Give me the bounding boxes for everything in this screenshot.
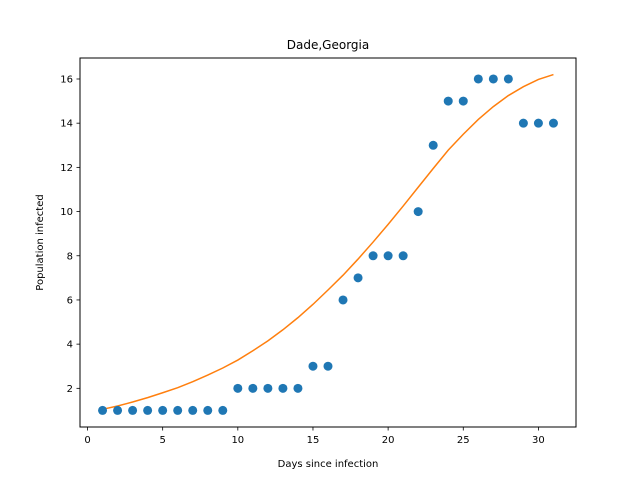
- data-point: [278, 383, 288, 393]
- data-point: [398, 251, 408, 261]
- data-point: [188, 405, 198, 415]
- y-tick-label: 14: [60, 119, 73, 130]
- x-tick-label: 10: [231, 435, 244, 446]
- y-tick-label: 4: [67, 340, 73, 351]
- chart-title: Dade,Georgia: [287, 38, 369, 52]
- data-point: [488, 74, 498, 84]
- axes-frame: [79, 57, 577, 428]
- data-point: [518, 118, 528, 128]
- data-point: [443, 96, 453, 106]
- data-point: [413, 207, 423, 217]
- data-point: [533, 118, 543, 128]
- plot-area: [98, 73, 558, 415]
- data-point: [383, 251, 393, 261]
- x-tick-label: 30: [532, 435, 545, 446]
- x-axis-label: Days since infection: [278, 459, 379, 470]
- data-point: [248, 383, 258, 393]
- data-point: [503, 74, 513, 84]
- y-axis-label: Population infected: [35, 194, 46, 290]
- data-point: [338, 295, 348, 305]
- data-point: [293, 383, 303, 393]
- y-tick-label: 2: [67, 384, 73, 395]
- x-tick-label: 15: [307, 435, 320, 446]
- y-tick-label: 12: [60, 163, 73, 174]
- y-tick-label: 6: [67, 295, 73, 306]
- data-point: [113, 405, 123, 415]
- y-axis: 2 4 6 8 10 12 14 16: [60, 74, 80, 395]
- data-point: [233, 383, 243, 393]
- data-point: [368, 251, 378, 261]
- fit-line: [102, 73, 554, 411]
- data-point: [473, 74, 483, 84]
- data-point: [173, 405, 183, 415]
- data-point: [353, 273, 363, 283]
- data-point: [458, 96, 468, 106]
- data-point: [548, 118, 558, 128]
- data-point: [263, 383, 273, 393]
- data-point: [98, 405, 108, 415]
- data-point: [143, 405, 153, 415]
- x-tick-label: 0: [84, 435, 90, 446]
- data-point: [128, 405, 138, 415]
- x-tick-label: 25: [457, 435, 470, 446]
- data-point: [158, 405, 168, 415]
- y-tick-label: 16: [60, 74, 73, 85]
- data-point: [428, 140, 438, 150]
- y-tick-label: 10: [60, 207, 73, 218]
- data-point: [218, 405, 228, 415]
- y-tick-label: 8: [67, 251, 73, 262]
- x-tick-label: 20: [382, 435, 395, 446]
- data-point: [203, 405, 213, 415]
- data-point: [323, 361, 333, 371]
- x-tick-label: 5: [159, 435, 165, 446]
- data-point: [308, 361, 318, 371]
- x-axis: 0 5 10 15 20 25 30: [84, 427, 545, 446]
